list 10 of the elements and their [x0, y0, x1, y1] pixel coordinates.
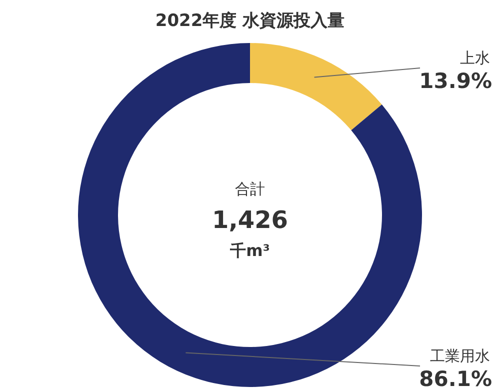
chart-title: 2022年度 水資源投入量 [155, 11, 345, 31]
data-label: 86.1% [419, 367, 492, 391]
slice-label: 工業用水 [430, 347, 490, 365]
text: 合計 [235, 180, 265, 198]
data-label: 13.9% [419, 69, 492, 93]
donut-slice [250, 43, 382, 130]
text: 1,426 [212, 206, 288, 234]
slice-label: 上水 [460, 49, 490, 67]
text: 千m³ [229, 241, 270, 260]
donut-slice [78, 43, 422, 387]
